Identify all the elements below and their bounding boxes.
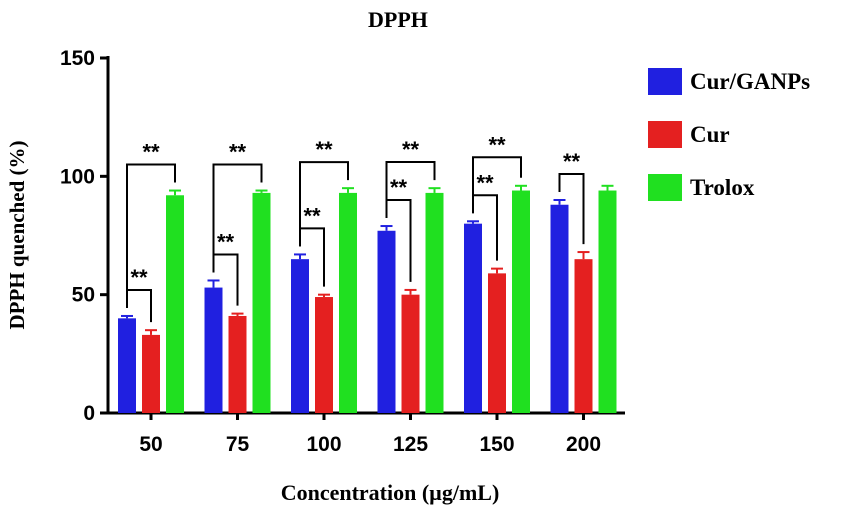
chart-title: DPPH xyxy=(368,7,428,32)
bar-Trolox-150 xyxy=(512,190,530,413)
x-tick-label-150: 150 xyxy=(479,433,514,456)
significance-bracket xyxy=(472,156,522,214)
y-tick-label: 100 xyxy=(60,165,95,188)
bar-Cur-100 xyxy=(315,297,333,413)
significance-label: ** xyxy=(217,229,235,254)
bar-Trolox-125 xyxy=(425,192,444,413)
bar-Cur-50 xyxy=(142,334,160,413)
significance-label: ** xyxy=(563,149,581,174)
significance-label: ** xyxy=(229,140,247,165)
y-tick-label: 150 xyxy=(60,47,95,70)
axes: 0 50 100 150 50 75 100 125 150 200 xyxy=(60,47,625,456)
significance-label: ** xyxy=(488,132,506,157)
x-axis-label: Concentration (µg/mL) xyxy=(281,480,500,505)
significance-label: ** xyxy=(315,137,333,162)
significance-label: ** xyxy=(476,170,494,195)
significance-bracket xyxy=(385,161,436,219)
error-bars xyxy=(121,184,614,335)
legend-swatch-Cur xyxy=(648,121,682,148)
significance-label: ** xyxy=(142,140,160,165)
significance-label: ** xyxy=(402,137,420,162)
y-tick-label: 50 xyxy=(72,284,95,307)
legend-swatch-Trolox xyxy=(648,174,682,201)
bar-Cur-75 xyxy=(228,315,247,413)
bar-Trolox-50 xyxy=(166,195,184,413)
legend-label-Cur/GANPs: Cur/GANPs xyxy=(690,69,810,94)
bar-Cur/GANPs-75 xyxy=(204,287,223,413)
significance-bracket xyxy=(558,173,585,245)
legend: Cur/GANPs Cur Trolox xyxy=(648,68,810,201)
significance-bracket xyxy=(126,163,176,308)
bars xyxy=(118,190,617,413)
y-axis-label: DPPH quenched (%) xyxy=(5,140,29,329)
y-tick-label: 0 xyxy=(83,402,95,425)
x-tick-label-125: 125 xyxy=(393,433,428,456)
bar-Cur-200 xyxy=(574,259,593,413)
significance-bracket xyxy=(126,288,152,323)
bar-Cur-150 xyxy=(488,273,506,413)
bar-Trolox-75 xyxy=(252,192,271,413)
bar-Cur/GANPs-50 xyxy=(118,318,136,413)
bar-Cur/GANPs-125 xyxy=(377,230,396,413)
bar-Cur-125 xyxy=(401,294,420,413)
bar-Cur/GANPs-100 xyxy=(291,259,309,413)
significance-label: ** xyxy=(303,203,321,228)
bar-Cur/GANPs-150 xyxy=(464,223,482,413)
legend-label-Cur: Cur xyxy=(690,122,730,147)
significance-label: ** xyxy=(390,175,408,200)
significance-bracket xyxy=(212,163,263,273)
bar-Trolox-100 xyxy=(339,192,357,413)
bar-Trolox-200 xyxy=(598,190,617,413)
significance-bracket xyxy=(299,161,349,247)
x-tick-label-75: 75 xyxy=(226,433,250,456)
significance-label: ** xyxy=(130,265,148,290)
x-tick-label-200: 200 xyxy=(566,433,601,456)
legend-swatch-Cur/GANPs xyxy=(648,68,682,95)
x-tick-label-100: 100 xyxy=(306,433,341,456)
x-tick-label-50: 50 xyxy=(139,433,162,456)
significance-brackets: ** ** ** ** ** ** ** ** ** ** ** xyxy=(126,132,585,323)
legend-label-Trolox: Trolox xyxy=(690,175,755,200)
bar-Cur/GANPs-200 xyxy=(550,204,569,413)
